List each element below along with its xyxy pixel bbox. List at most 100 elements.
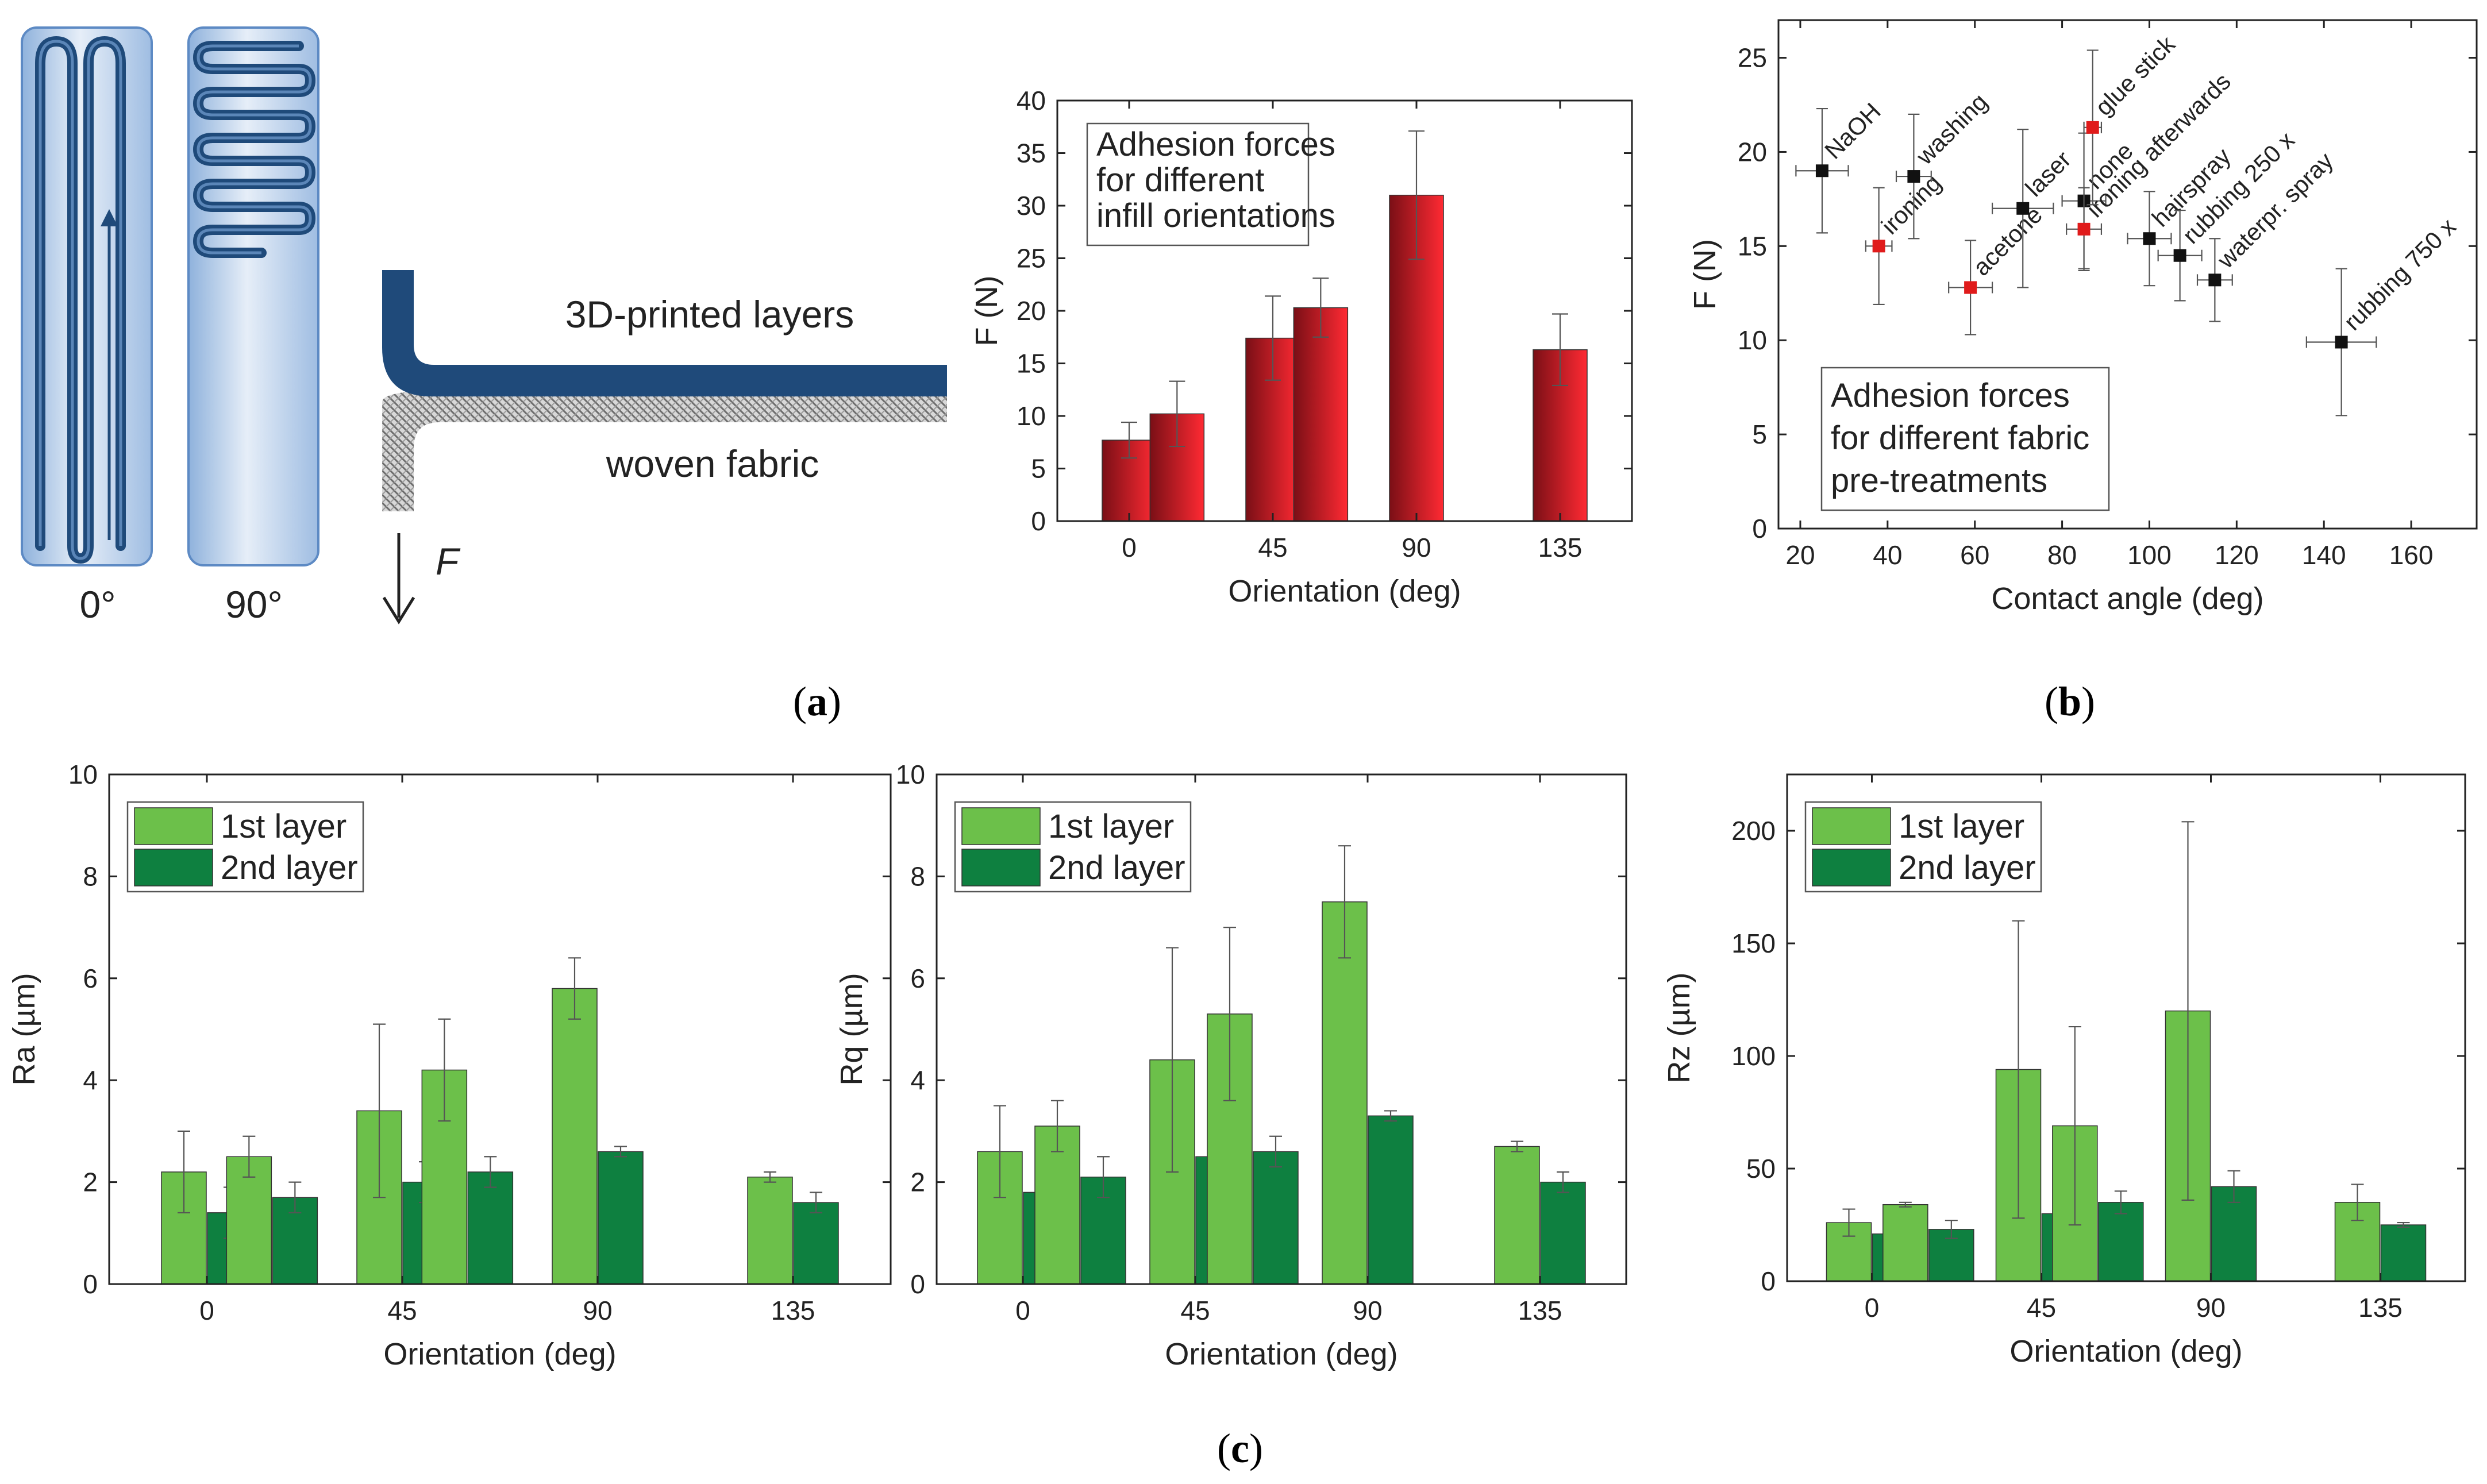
y-tick-label: 25 xyxy=(1738,43,1767,73)
annotation-box xyxy=(1820,367,2110,511)
panel-label-a-letter: a xyxy=(807,679,827,724)
y-axis-label: F (N) xyxy=(1688,239,1722,310)
data-point xyxy=(2143,232,2156,245)
x-axis-label: Orientation (deg) xyxy=(383,1337,616,1371)
y-tick-label: 100 xyxy=(1731,1041,1776,1071)
data-point xyxy=(2208,273,2222,287)
x-tick-label: 135 xyxy=(1538,533,1583,562)
y-tick-label: 2 xyxy=(83,1167,98,1197)
point-label: NaOH xyxy=(1819,98,1886,164)
legend-label: 1st layer xyxy=(1899,808,2024,845)
y-tick-label: 4 xyxy=(910,1065,925,1095)
bar-second-layer xyxy=(1368,1115,1414,1285)
x-tick-label: 45 xyxy=(1180,1296,1210,1325)
y-tick-label: 6 xyxy=(83,963,98,993)
y-tick-label: 200 xyxy=(1731,816,1776,846)
legend-label: 2nd layer xyxy=(1899,849,2036,886)
legend-swatch xyxy=(134,807,213,845)
x-tick-label: 45 xyxy=(2027,1293,2056,1323)
woven-fabric-label: woven fabric xyxy=(606,442,819,485)
point-label: rubbing 750 x xyxy=(2339,213,2461,336)
point-label: washing xyxy=(1911,88,1993,170)
y-tick-label: 40 xyxy=(1017,86,1046,115)
legend-swatch xyxy=(1812,807,1891,845)
x-tick-label: 45 xyxy=(387,1296,417,1325)
x-axis-label: Orientation (deg) xyxy=(1228,574,1461,608)
data-point xyxy=(2086,121,2099,134)
woven-fabric-shape xyxy=(382,391,947,511)
x-tick-label: 135 xyxy=(1518,1296,1562,1325)
annotation-line: Adhesion forces xyxy=(1831,377,2070,414)
bar-second-layer xyxy=(793,1202,839,1285)
legend-label: 1st layer xyxy=(221,808,347,845)
filament-inner-90-deg xyxy=(197,44,312,255)
plot-frame xyxy=(1786,773,2466,1282)
plot-frame xyxy=(935,773,1627,1285)
force-label: F xyxy=(436,540,461,583)
y-tick-label: 0 xyxy=(1761,1266,1776,1296)
label-0-deg: 0° xyxy=(79,583,116,626)
panel-label-c: (c) xyxy=(1217,1425,1263,1471)
y-tick-label: 10 xyxy=(68,760,98,789)
data-point xyxy=(1907,170,1920,183)
y-tick-label: 10 xyxy=(1738,325,1767,355)
y-tick-label: 4 xyxy=(83,1065,98,1095)
y-axis-label: F (N) xyxy=(969,276,1004,346)
bar-first-layer xyxy=(747,1176,793,1285)
annotation-line: infill orientations xyxy=(1096,197,1335,234)
x-tick-label: 135 xyxy=(2358,1293,2403,1323)
annotation-line: Adhesion forces xyxy=(1096,126,1335,163)
x-tick-label: 40 xyxy=(1873,540,1902,570)
y-tick-label: 10 xyxy=(1017,401,1046,431)
legend-label: 2nd layer xyxy=(221,849,358,886)
x-tick-label: 60 xyxy=(1960,540,1989,570)
plot-frame xyxy=(108,773,892,1285)
x-axis-label: Orientation (deg) xyxy=(1165,1337,1398,1371)
y-tick-label: 5 xyxy=(1752,419,1767,449)
chart-adhesion-orientation: 0 5 10 15 20 25 30 35 40 0 45 90 135 Orientation (deg… xyxy=(969,86,1633,608)
x-tick-label: 90 xyxy=(583,1296,612,1325)
data-point xyxy=(2077,222,2091,236)
y-tick-label: 150 xyxy=(1731,928,1776,958)
legend-label: 1st layer xyxy=(1048,808,1174,845)
x-axis-label: Orientation (deg) xyxy=(2009,1334,2242,1369)
bar-second-layer xyxy=(598,1151,644,1285)
annotation-line: for different fabric xyxy=(1831,419,2089,457)
y-tick-label: 20 xyxy=(1738,137,1767,167)
bar-second-layer xyxy=(1253,1151,1299,1285)
x-axis-label: Contact angle (deg) xyxy=(1991,581,2263,616)
legend-swatch xyxy=(961,849,1041,886)
chart-roughness-rz: 0 50 100 150 200 0 45 90 135 Orientation (deg) Rz … xyxy=(1662,773,2466,1369)
y-tick-label: 10 xyxy=(896,760,925,789)
legend-swatch xyxy=(961,807,1041,845)
bar xyxy=(1293,307,1349,522)
y-tick-label: 20 xyxy=(1017,296,1046,326)
x-tick-label: 0 xyxy=(1122,533,1137,562)
panel-label-b: (b) xyxy=(2045,679,2095,724)
x-tick-label: 120 xyxy=(2215,540,2259,570)
peel-test-schematic: 3D-printed layers woven fabric F xyxy=(382,270,947,625)
y-axis-label: Rz (µm) xyxy=(1662,972,1696,1083)
infill-schematic: 0° 90° xyxy=(21,26,319,626)
panel-90-deg xyxy=(187,26,319,566)
y-tick-label: 0 xyxy=(1752,514,1767,544)
x-tick-label: 80 xyxy=(2047,540,2077,570)
bar-first-layer xyxy=(1882,1204,1928,1282)
bar-first-layer xyxy=(1494,1146,1540,1285)
x-tick-label: 90 xyxy=(1353,1296,1382,1325)
chart-roughness-rq: 0 2 4 6 8 10 0 45 90 135 Orientation (deg) Rq (µm) 1… xyxy=(834,760,1627,1371)
legend-swatch xyxy=(1812,849,1891,886)
bar-second-layer xyxy=(467,1171,514,1285)
chart-adhesion-contact-angle: 0 5 10 15 20 25 20 40 60 80 100 120 140 160 Contact an… xyxy=(1688,19,2478,616)
data-point xyxy=(2173,249,2186,262)
annotation-line: for different xyxy=(1096,161,1264,199)
y-tick-label: 0 xyxy=(83,1269,98,1299)
y-tick-label: 5 xyxy=(1031,454,1046,484)
y-tick-label: 8 xyxy=(83,861,98,891)
y-tick-label: 25 xyxy=(1017,244,1046,273)
x-tick-label: 100 xyxy=(2127,540,2172,570)
legend-label: 2nd layer xyxy=(1048,849,1185,886)
data-point xyxy=(1815,164,1828,178)
x-tick-label: 0 xyxy=(1865,1293,1880,1323)
chart-roughness-ra: 0 2 4 6 8 10 0 45 90 135 Orientation (deg) Ra (µm) 1… xyxy=(7,760,892,1371)
